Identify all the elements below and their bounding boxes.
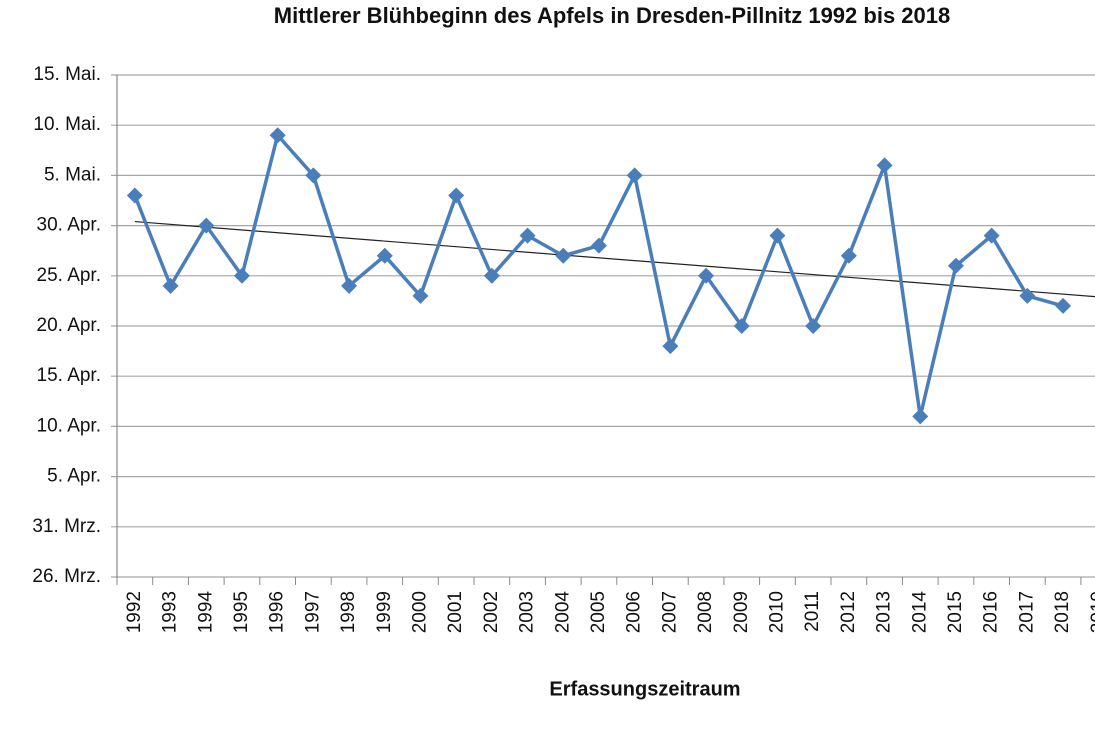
x-tick-label: 2018 bbox=[1052, 591, 1073, 633]
y-tick-label: 20. Apr. bbox=[37, 315, 101, 336]
data-marker bbox=[590, 237, 607, 254]
x-axis-title: Erfassungszeitraum bbox=[549, 678, 740, 700]
data-marker bbox=[376, 247, 393, 264]
data-marker bbox=[733, 318, 750, 334]
data-marker bbox=[840, 247, 857, 264]
data-marker bbox=[805, 318, 822, 334]
x-tick-label: 2002 bbox=[481, 591, 502, 633]
x-tick-label: 2012 bbox=[838, 591, 859, 633]
data-marker bbox=[448, 187, 465, 204]
data-marker bbox=[555, 247, 572, 264]
chart-title: Mittlerer Blühbeginn des Apfels in Dresd… bbox=[274, 3, 950, 28]
data-marker bbox=[126, 187, 143, 204]
y-tick-label: 30. Apr. bbox=[37, 215, 101, 236]
data-marker bbox=[198, 217, 215, 234]
x-tick-label: 1998 bbox=[338, 591, 359, 633]
x-tick-label: 2001 bbox=[445, 591, 466, 633]
x-tick-label: 1994 bbox=[195, 591, 216, 634]
data-marker bbox=[305, 167, 322, 184]
x-tick-label: 2016 bbox=[981, 591, 1002, 633]
x-tick-label: 2007 bbox=[659, 591, 680, 633]
data-marker bbox=[876, 157, 893, 174]
y-tick-label: 15. Apr. bbox=[37, 365, 101, 386]
x-tick-label: 2014 bbox=[909, 591, 930, 634]
y-tick-label: 10. Apr. bbox=[37, 415, 101, 436]
x-tick-label: 1993 bbox=[160, 591, 181, 633]
x-tick-label: 1996 bbox=[267, 591, 288, 633]
x-tick-label: 1997 bbox=[302, 591, 323, 633]
x-tick-label: 2006 bbox=[624, 591, 645, 633]
data-marker bbox=[983, 227, 1000, 244]
y-tick-label: 25. Apr. bbox=[37, 265, 101, 286]
data-marker bbox=[269, 127, 286, 144]
x-tick-label: 2008 bbox=[695, 591, 716, 633]
x-tick-label: 2009 bbox=[731, 591, 752, 633]
data-marker bbox=[626, 167, 643, 184]
x-tick-label: 2011 bbox=[802, 591, 823, 632]
x-tick-label: 1992 bbox=[124, 591, 145, 633]
y-tick-label: 26. Mrz. bbox=[32, 566, 101, 587]
x-tick-label: 2010 bbox=[766, 591, 787, 633]
data-marker bbox=[662, 338, 679, 355]
data-marker bbox=[769, 227, 786, 244]
y-tick-label: 5. Apr. bbox=[47, 466, 101, 487]
data-marker bbox=[162, 277, 179, 294]
data-marker bbox=[698, 267, 715, 284]
x-tick-label: 2004 bbox=[552, 591, 573, 634]
x-tick-label: 2015 bbox=[945, 591, 966, 633]
x-tick-label: 1995 bbox=[231, 591, 252, 633]
data-marker bbox=[412, 287, 429, 304]
data-marker bbox=[912, 408, 929, 425]
x-tick-label: 2000 bbox=[409, 591, 430, 633]
data-marker bbox=[341, 277, 358, 294]
x-tick-label: 2013 bbox=[874, 591, 895, 633]
y-tick-label: 31. Mrz. bbox=[32, 516, 101, 537]
x-tick-label: 2005 bbox=[588, 591, 609, 633]
x-tick-label: 1999 bbox=[374, 591, 395, 633]
data-marker bbox=[519, 227, 536, 244]
x-tick-label: 2019 bbox=[1088, 591, 1095, 633]
data-marker bbox=[947, 257, 964, 274]
x-tick-label: 2003 bbox=[517, 591, 538, 633]
y-tick-label: 5. Mai. bbox=[44, 164, 101, 185]
x-tick-label: 2017 bbox=[1016, 591, 1037, 633]
data-marker bbox=[233, 267, 250, 284]
y-tick-label: 15. Mai. bbox=[33, 64, 101, 85]
data-marker bbox=[1055, 297, 1072, 314]
y-tick-label: 10. Mai. bbox=[33, 114, 101, 135]
trend-line bbox=[134, 220, 1095, 298]
data-marker bbox=[1019, 287, 1036, 304]
data-marker bbox=[483, 267, 500, 284]
